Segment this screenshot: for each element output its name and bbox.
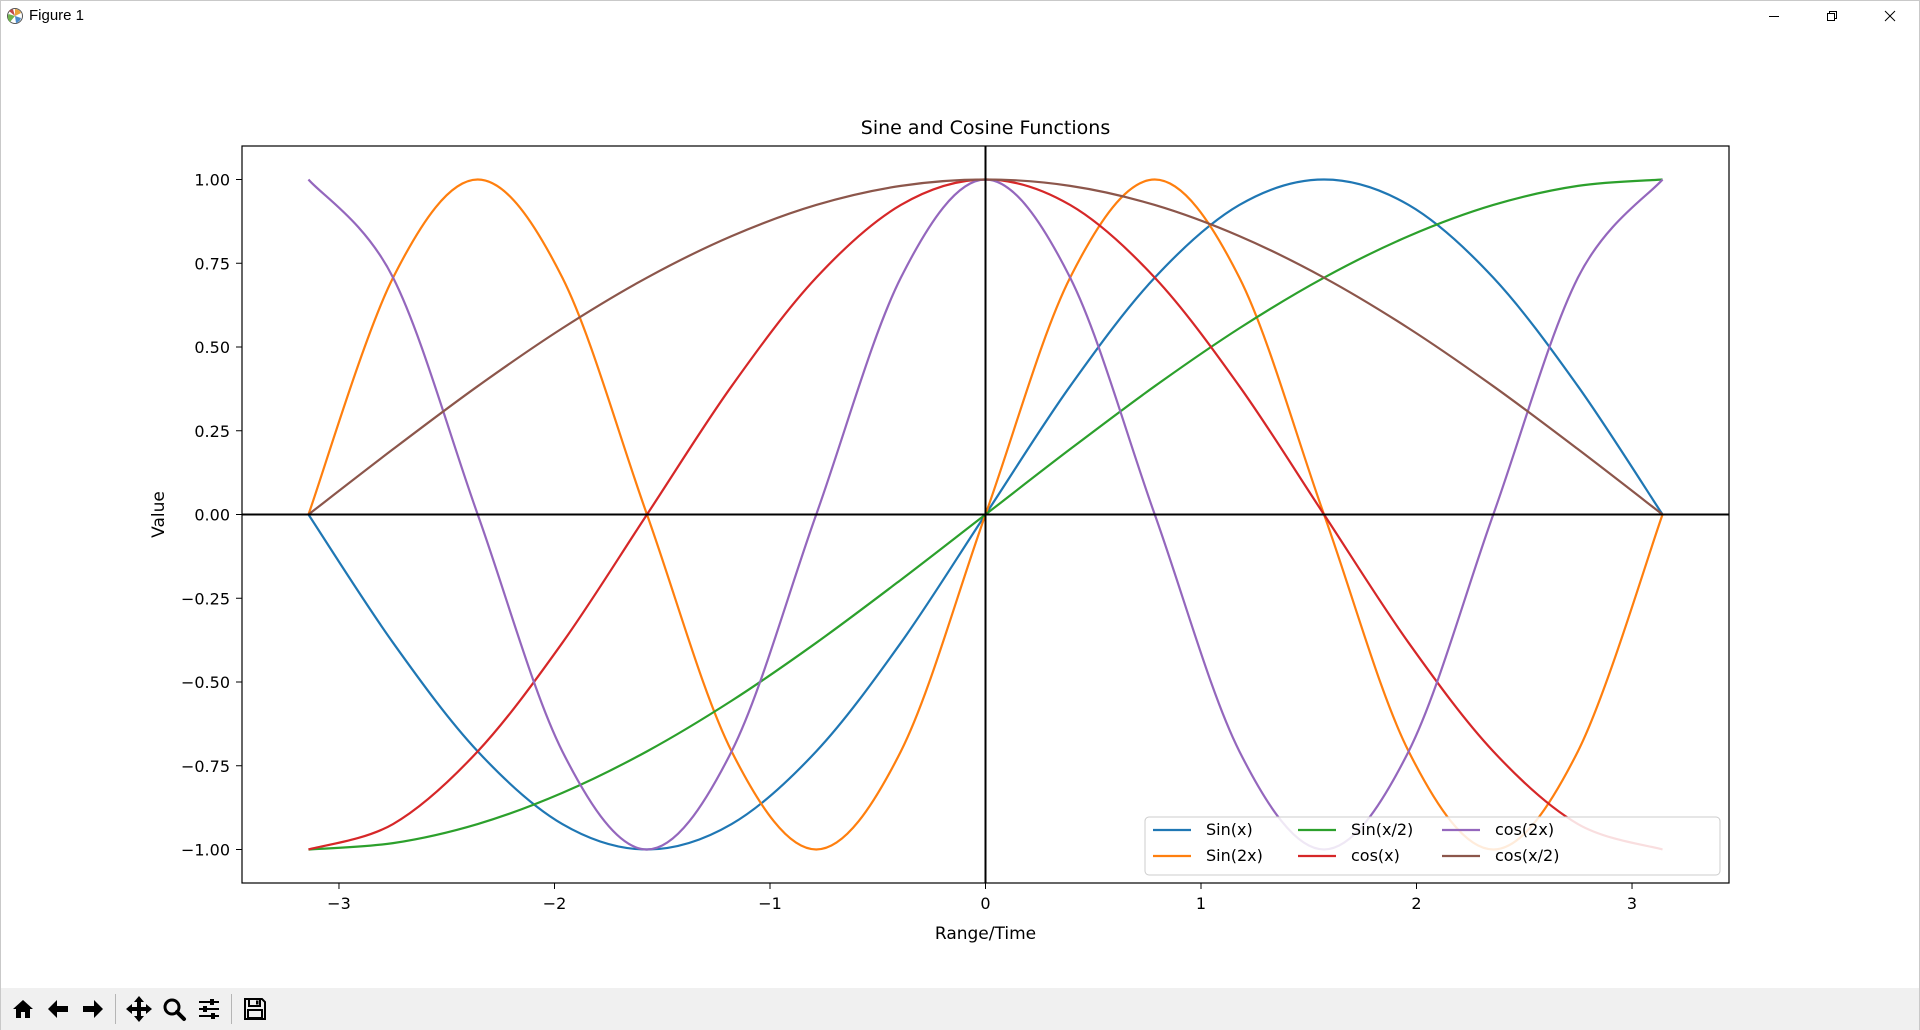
navigation-toolbar xyxy=(1,988,1919,1030)
legend-label: Sin(x) xyxy=(1206,820,1253,839)
minimize-button[interactable] xyxy=(1745,1,1803,30)
zoom-button[interactable] xyxy=(156,991,191,1027)
chart-title: Sine and Cosine Functions xyxy=(861,117,1110,139)
forward-button[interactable] xyxy=(75,991,110,1027)
configure-subplots-button[interactable] xyxy=(191,991,226,1027)
configure-subplots-icon xyxy=(198,999,219,1019)
back-icon xyxy=(47,1000,68,1018)
chart-svg[interactable]: Sine and Cosine Functions −3 −2 −1 0 1 2 3 1.00 0… xyxy=(1,30,1919,988)
minimize-icon xyxy=(1769,15,1779,17)
x-tick-label: 2 xyxy=(1411,894,1421,913)
close-button[interactable] xyxy=(1861,1,1919,30)
restore-button[interactable] xyxy=(1803,1,1861,30)
y-axis-label: Value xyxy=(149,491,169,538)
x-tick-label: −2 xyxy=(543,894,567,913)
x-tick-label: −3 xyxy=(327,894,351,913)
close-icon xyxy=(1884,10,1896,21)
zoom-icon xyxy=(163,998,186,1021)
y-tick-label: 1.00 xyxy=(194,171,230,190)
pan-icon xyxy=(125,996,152,1022)
toolbar-separator xyxy=(115,994,116,1024)
matplotlib-app-icon xyxy=(5,6,25,26)
legend-label: Sin(2x) xyxy=(1206,846,1263,865)
window-controls xyxy=(1745,1,1919,30)
save-button[interactable] xyxy=(237,991,272,1027)
forward-icon xyxy=(82,1000,103,1018)
legend-label: cos(x) xyxy=(1351,846,1400,865)
toolbar-separator xyxy=(231,994,232,1024)
y-tick-label: −0.50 xyxy=(181,673,230,692)
restore-icon xyxy=(1827,10,1837,21)
y-tick-label: 0.00 xyxy=(194,506,230,525)
y-tick-label: 0.50 xyxy=(194,338,230,357)
y-tick-label: −0.25 xyxy=(181,589,230,608)
save-icon xyxy=(243,998,266,1020)
x-axis-label: Range/Time xyxy=(935,924,1036,944)
x-tick-label: −1 xyxy=(758,894,782,913)
home-icon xyxy=(12,1000,33,1018)
home-button[interactable] xyxy=(5,991,40,1027)
pan-button[interactable] xyxy=(121,991,156,1027)
legend-label: Sin(x/2) xyxy=(1351,820,1413,839)
legend-box xyxy=(1144,816,1721,876)
window-title: Figure 1 xyxy=(29,7,85,24)
y-tick-label: 0.75 xyxy=(194,254,230,273)
legend-label: cos(2x) xyxy=(1495,820,1554,839)
title-bar[interactable]: Figure 1 xyxy=(1,1,1919,30)
y-tick-label: −0.75 xyxy=(181,757,230,776)
figure-canvas[interactable]: Sine and Cosine Functions −3 −2 −1 0 1 2 3 1.00 0… xyxy=(1,30,1919,988)
x-tick-label: 1 xyxy=(1196,894,1206,913)
legend-label: cos(x/2) xyxy=(1495,846,1559,865)
back-button[interactable] xyxy=(40,991,75,1027)
x-tick-label: 0 xyxy=(980,894,990,913)
x-tick-label: 3 xyxy=(1627,894,1637,913)
y-tick-label: 0.25 xyxy=(194,422,230,441)
y-tick-label: −1.00 xyxy=(181,841,230,860)
